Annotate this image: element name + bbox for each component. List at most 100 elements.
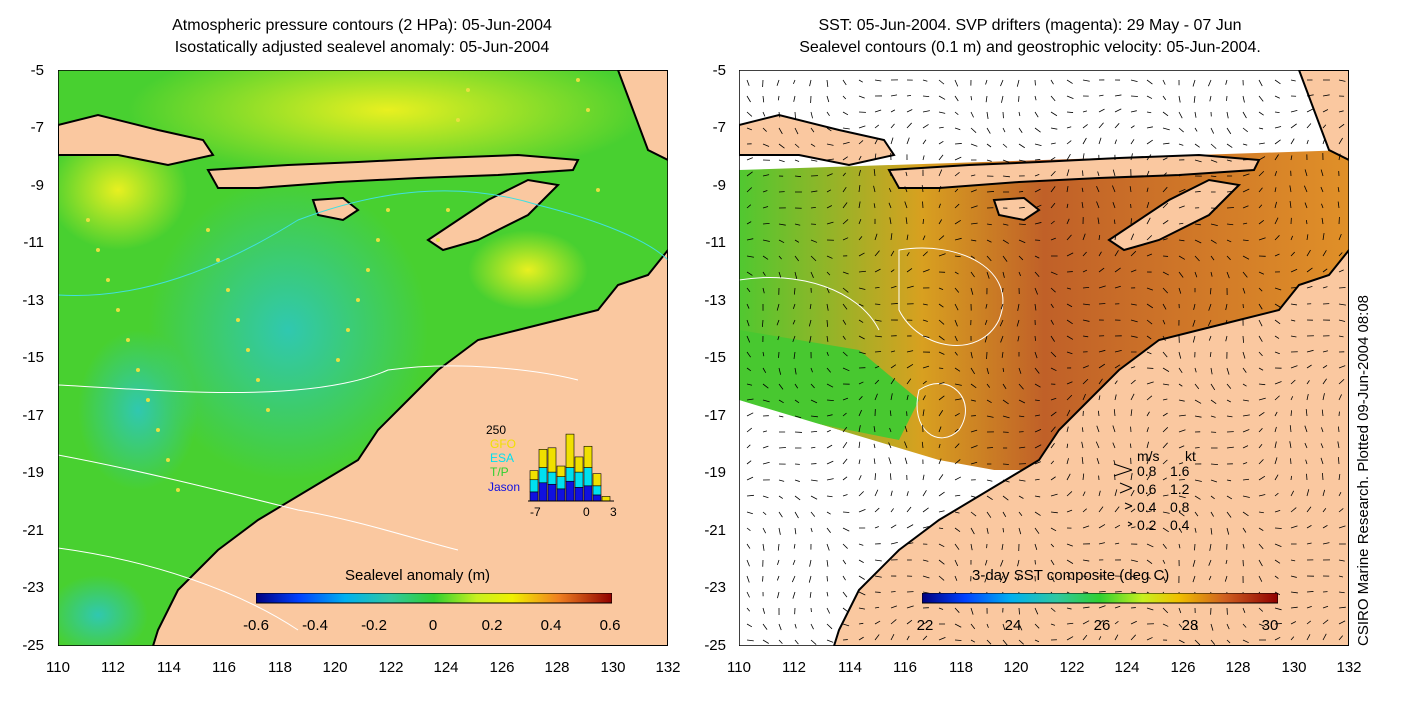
inset-bar-jason [529, 491, 539, 502]
velocity-arrow [1146, 95, 1153, 99]
velocity-arrow [1178, 351, 1182, 359]
velocity-arrow [1289, 185, 1292, 193]
velocity-arrow [1210, 495, 1215, 500]
velocity-arrow [1178, 479, 1185, 481]
velocity-arrow [1146, 202, 1150, 209]
left-x-tick: 110 [46, 659, 70, 676]
velocity-arrow [1066, 381, 1073, 385]
velocity-arrow [1305, 219, 1308, 225]
velocity-arrow [1210, 239, 1217, 244]
right-y-tick: -15 [704, 349, 726, 366]
velocity-arrow [762, 127, 767, 132]
velocity-arrow [778, 271, 782, 278]
velocity-arrow [1290, 109, 1298, 113]
velocity-arrow [1082, 365, 1089, 369]
velocity-arrow [1098, 108, 1105, 113]
velocity-arrow [890, 94, 898, 97]
velocity-arrow [874, 489, 879, 497]
velocity-arrow [1114, 591, 1122, 593]
velocity-arrow [1034, 478, 1040, 481]
velocity-arrow [1146, 187, 1149, 193]
velocity-arrow [1018, 239, 1026, 244]
velocity-arrow [1162, 575, 1166, 582]
inset-ymax-label: 250 [486, 423, 507, 437]
left-y-tick: -11 [23, 234, 44, 251]
left-colorbar-label: Sealevel anomaly (m) [345, 567, 491, 584]
velocity-arrow [1050, 575, 1055, 583]
velocity-arrow [858, 219, 862, 225]
velocity-arrow [954, 398, 962, 401]
velocity-arrow [954, 559, 959, 567]
velocity-arrow [746, 271, 753, 276]
velocity-arrow [1162, 543, 1167, 549]
velocity-arrow [1242, 478, 1250, 481]
inset-bar-esa [592, 485, 602, 496]
velocity-arrow [1225, 79, 1228, 85]
velocity-arrow [1274, 335, 1280, 339]
velocity-arrow [858, 425, 861, 433]
velocity-arrow [1290, 475, 1292, 481]
sumba-land [992, 196, 1041, 222]
velocity-arrow [1034, 204, 1042, 209]
velocity-arrow [954, 143, 962, 145]
velocity-arrow [1162, 271, 1169, 276]
velocity-arrow [746, 238, 754, 241]
velocity-arrow [1050, 271, 1058, 276]
velocity-arrow [1224, 575, 1228, 582]
velocity-arrow [1322, 525, 1328, 529]
velocity-arrow [1098, 267, 1105, 273]
velocity-arrow [954, 203, 960, 209]
velocity-arrow [762, 367, 767, 374]
inset-bar-gfo [556, 465, 566, 477]
velocity-arrow [1322, 489, 1326, 497]
velocity-arrow [1226, 479, 1232, 482]
velocity-arrow [792, 559, 796, 565]
velocity-arrow [858, 491, 864, 497]
velocity-arrow [954, 220, 962, 225]
velocity-arrow [1130, 250, 1137, 257]
velocity-arrow [746, 79, 750, 86]
north-land [616, 70, 668, 162]
velocity-arrow [1130, 490, 1135, 497]
velocity-arrow [858, 270, 866, 273]
velocity-arrow [890, 137, 894, 145]
velocity-arrow [810, 415, 818, 418]
velocity-arrow [954, 237, 962, 241]
velocity-arrow [778, 223, 786, 226]
velocity-arrow [1338, 492, 1342, 497]
velocity-arrow [1066, 622, 1074, 625]
velocity-arrow [810, 271, 814, 278]
velocity-arrow [1002, 223, 1009, 226]
velocity-arrow [954, 443, 960, 449]
velocity-arrow [1226, 527, 1230, 535]
velocity-arrow [1001, 95, 1004, 103]
velocity-arrow [1322, 542, 1330, 545]
velocity-arrow [746, 543, 751, 549]
left-x-tick: 120 [322, 659, 348, 676]
left-x-tick: 122 [378, 659, 404, 676]
velocity-arrow [776, 79, 780, 86]
velocity-arrow [921, 441, 924, 449]
velocity-arrow [1338, 474, 1341, 481]
velocity-arrow [1018, 127, 1023, 133]
velocity-arrow [1113, 460, 1116, 465]
velocity-arrow [1018, 639, 1024, 645]
velocity-arrow [1258, 351, 1263, 357]
velocity-arrow [1178, 445, 1185, 449]
pressure-contour [58, 365, 579, 393]
velocity-arrow [1321, 409, 1324, 417]
velocity-arrow [1304, 442, 1308, 449]
velocity-arrow [1322, 472, 1324, 481]
velocity-arrow [842, 397, 849, 401]
velocity-arrow [794, 367, 797, 375]
velocity-arrow [1305, 409, 1308, 417]
velocity-arrow [1338, 620, 1346, 625]
velocity-arrow [906, 234, 909, 241]
velocity-arrow [793, 351, 796, 359]
velocity-arrow [1082, 634, 1088, 641]
velocity-arrow [1210, 511, 1214, 517]
inset-legend-jason: Jason [488, 480, 521, 494]
velocity-arrow [776, 575, 780, 581]
velocity-arrow [1034, 159, 1041, 161]
velocity-arrow [1098, 619, 1104, 625]
